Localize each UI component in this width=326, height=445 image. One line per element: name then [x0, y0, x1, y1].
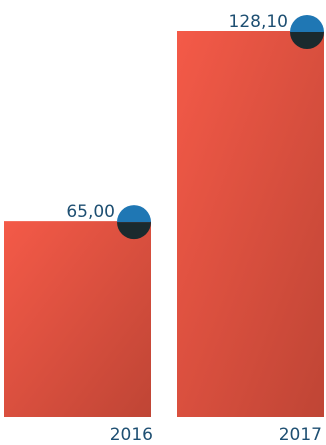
- markers-layer: [117, 15, 324, 240]
- marker-bottom-half: [117, 222, 151, 240]
- marker-bottom-half: [290, 32, 324, 49]
- x-tick-label-2016: 2016: [110, 425, 153, 445]
- marker-top-half: [117, 205, 151, 223]
- bars-layer: [4, 31, 324, 417]
- labels-layer: 65,00 2016 128,10 2017: [66, 12, 322, 445]
- value-marker-2016: [117, 205, 151, 240]
- bar-2016: [4, 221, 151, 417]
- bar-2017: [177, 31, 324, 417]
- x-tick-label-2017: 2017: [279, 425, 322, 445]
- data-label-2017: 128,10: [229, 12, 288, 32]
- data-label-2016: 65,00: [66, 202, 115, 222]
- value-marker-2017: [290, 15, 324, 49]
- marker-top-half: [290, 15, 324, 32]
